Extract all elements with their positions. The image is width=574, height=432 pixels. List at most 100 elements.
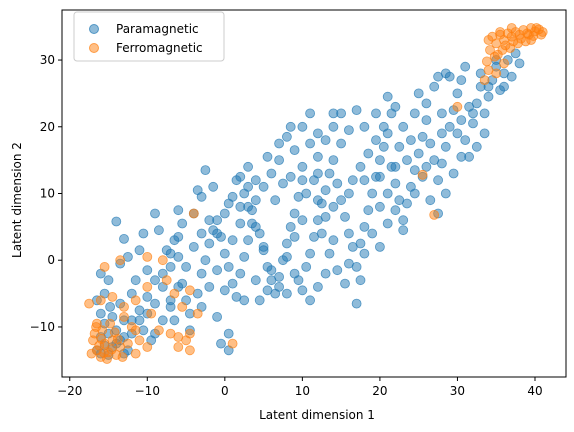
point-ferromagnetic	[173, 342, 184, 352]
point-paramagnetic	[130, 275, 141, 286]
point-paramagnetic	[359, 221, 370, 232]
point-paramagnetic	[336, 195, 347, 206]
y-tick-label: 10	[40, 187, 55, 201]
point-paramagnetic	[340, 278, 350, 289]
point-paramagnetic	[297, 161, 308, 172]
point-paramagnetic	[134, 315, 145, 326]
point-paramagnetic	[235, 171, 246, 182]
point-paramagnetic	[301, 261, 312, 272]
point-paramagnetic	[405, 135, 416, 146]
point-paramagnetic	[402, 198, 412, 209]
point-ferromagnetic	[109, 327, 120, 338]
point-paramagnetic	[95, 308, 106, 319]
point-paramagnetic	[250, 175, 261, 186]
point-paramagnetic	[173, 205, 184, 216]
point-paramagnetic	[219, 208, 230, 219]
point-paramagnetic	[142, 291, 153, 302]
point-paramagnetic	[266, 265, 277, 276]
point-paramagnetic	[103, 275, 114, 286]
point-paramagnetic	[347, 175, 358, 186]
point-paramagnetic	[204, 215, 215, 226]
point-paramagnetic	[514, 58, 525, 69]
point-paramagnetic	[297, 175, 308, 186]
point-paramagnetic	[270, 195, 281, 206]
point-ferromagnetic	[117, 352, 128, 362]
point-paramagnetic	[460, 61, 471, 72]
point-paramagnetic	[359, 175, 370, 186]
point-ferromagnetic	[491, 68, 502, 79]
point-paramagnetic	[289, 231, 300, 242]
point-paramagnetic	[452, 88, 463, 99]
point-paramagnetic	[425, 195, 436, 206]
point-paramagnetic	[289, 208, 300, 219]
point-ferromagnetic	[146, 308, 157, 319]
point-paramagnetic	[250, 221, 261, 232]
point-paramagnetic	[169, 315, 180, 326]
point-paramagnetic	[289, 145, 300, 156]
point-paramagnetic	[363, 148, 374, 159]
point-paramagnetic	[285, 121, 296, 132]
point-paramagnetic	[421, 161, 432, 172]
point-paramagnetic	[471, 141, 482, 152]
point-paramagnetic	[355, 238, 366, 249]
point-paramagnetic	[312, 281, 323, 292]
point-paramagnetic	[316, 228, 327, 239]
point-paramagnetic	[243, 161, 254, 172]
point-paramagnetic	[351, 298, 362, 309]
point-paramagnetic	[188, 241, 199, 252]
point-paramagnetic	[343, 228, 354, 239]
point-paramagnetic	[165, 248, 176, 259]
point-paramagnetic	[212, 265, 223, 276]
point-ferromagnetic	[499, 58, 509, 69]
point-paramagnetic	[355, 161, 366, 172]
point-paramagnetic	[336, 138, 347, 149]
point-paramagnetic	[425, 138, 436, 149]
point-paramagnetic	[409, 108, 420, 119]
point-paramagnetic	[134, 245, 145, 256]
point-paramagnetic	[142, 265, 153, 276]
point-paramagnetic	[278, 178, 288, 189]
point-paramagnetic	[243, 235, 254, 246]
point-paramagnetic	[250, 275, 261, 286]
point-ferromagnetic	[417, 169, 428, 180]
point-ferromagnetic	[161, 275, 172, 286]
point-paramagnetic	[312, 151, 323, 162]
point-paramagnetic	[239, 251, 250, 262]
point-paramagnetic	[468, 118, 478, 129]
point-paramagnetic	[305, 248, 316, 259]
point-paramagnetic	[499, 81, 509, 92]
point-paramagnetic	[436, 108, 447, 119]
point-ferromagnetic	[119, 311, 129, 322]
y-tick-label: 30	[40, 53, 55, 67]
point-paramagnetic	[204, 281, 215, 292]
point-paramagnetic	[332, 178, 343, 189]
point-ferromagnetic	[485, 45, 495, 55]
point-paramagnetic	[390, 205, 401, 216]
point-paramagnetic	[359, 121, 370, 132]
point-paramagnetic	[328, 235, 339, 246]
point-paramagnetic	[200, 165, 211, 176]
x-tick-label: 40	[527, 384, 542, 398]
point-ferromagnetic	[142, 251, 153, 262]
point-paramagnetic	[382, 188, 393, 199]
point-ferromagnetic	[107, 291, 118, 302]
point-paramagnetic	[374, 241, 385, 252]
legend-frame	[73, 11, 225, 62]
y-tick-label: 20	[40, 120, 55, 134]
point-ferromagnetic	[96, 334, 107, 344]
points-layer	[84, 23, 548, 364]
point-paramagnetic	[262, 151, 273, 162]
point-paramagnetic	[227, 278, 238, 289]
point-paramagnetic	[367, 188, 378, 199]
point-ferromagnetic	[157, 255, 168, 266]
point-paramagnetic	[285, 171, 296, 182]
point-paramagnetic	[433, 175, 444, 186]
point-paramagnetic	[235, 268, 246, 279]
point-paramagnetic	[219, 248, 230, 259]
point-paramagnetic	[328, 108, 339, 119]
point-paramagnetic	[208, 181, 219, 192]
point-paramagnetic	[219, 285, 230, 296]
point-paramagnetic	[196, 228, 207, 239]
point-paramagnetic	[374, 155, 385, 166]
point-paramagnetic	[374, 201, 385, 212]
